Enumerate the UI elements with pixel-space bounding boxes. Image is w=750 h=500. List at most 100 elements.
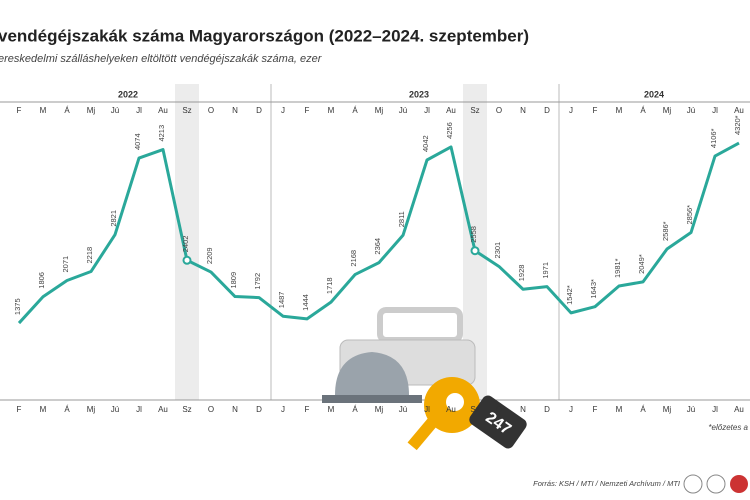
data-label: 4042 — [421, 135, 430, 152]
x-tick-label: Mj — [375, 106, 384, 115]
illustration: 247 — [322, 307, 748, 494]
x-tick-label: N — [520, 405, 526, 414]
data-label: 2049* — [637, 254, 646, 274]
data-label: 1718 — [325, 277, 334, 294]
x-tick-label: Sz — [182, 106, 191, 115]
x-tick-label: Au — [158, 106, 168, 115]
data-label: 1444 — [301, 294, 310, 311]
x-tick-label: F — [17, 405, 22, 414]
x-tick-label: F — [17, 106, 22, 115]
x-tick-label: Mj — [663, 405, 672, 414]
data-label: 2821 — [109, 210, 118, 227]
x-tick-label: Jl — [424, 106, 430, 115]
x-tick-label: Au — [446, 106, 456, 115]
year-label: 2022 — [118, 89, 138, 99]
x-tick-label: F — [593, 405, 598, 414]
data-label: 1375 — [13, 298, 22, 315]
x-tick-label: Jú — [111, 106, 119, 115]
x-tick-label: Mj — [663, 106, 672, 115]
chart-subtitle: ereskedelmi szálláshelyeken eltöltött ve… — [0, 53, 323, 65]
data-label: 2856* — [685, 205, 694, 225]
x-tick-label: N — [520, 106, 526, 115]
x-tick-label: M — [328, 106, 335, 115]
year-label: 2024 — [644, 89, 664, 99]
x-tick-label: O — [208, 405, 214, 414]
x-tick-label: M — [328, 405, 335, 414]
x-tick-label: Au — [734, 405, 744, 414]
x-tick-label: N — [232, 405, 238, 414]
x-tick-label: Mj — [87, 405, 96, 414]
x-tick-label: O — [496, 405, 502, 414]
data-label: 4106* — [709, 128, 718, 148]
x-tick-label: N — [232, 106, 238, 115]
data-label: 4074 — [133, 133, 142, 150]
data-label: 2168 — [349, 250, 358, 267]
data-label: 4256 — [445, 122, 454, 139]
x-tick-label: D — [544, 106, 550, 115]
data-label: 2402 — [181, 236, 190, 253]
x-tick-label: Jú — [687, 106, 695, 115]
x-tick-label: D — [544, 405, 550, 414]
x-tick-label: Jú — [111, 405, 119, 414]
logo — [683, 474, 703, 494]
data-label: 2071 — [61, 256, 70, 273]
x-tick-label: M — [616, 106, 623, 115]
data-label: 1487 — [277, 292, 286, 309]
x-tick-label: Jú — [399, 405, 407, 414]
data-label: 2558 — [469, 226, 478, 243]
source: Forrás: KSH / MTI / Nemzeti Archívum / M… — [533, 479, 680, 488]
x-tick-label: F — [305, 106, 310, 115]
data-label: 1792 — [253, 273, 262, 290]
data-label: 1981* — [613, 258, 622, 278]
data-point — [470, 246, 480, 256]
x-tick-label: Á — [640, 106, 646, 115]
logo — [730, 475, 748, 493]
data-label: 1809 — [229, 272, 238, 289]
x-tick-label: Au — [734, 106, 744, 115]
x-tick-label: Sz — [182, 405, 191, 414]
bed — [377, 307, 463, 343]
data-label: 1643* — [589, 279, 598, 299]
x-tick-label: F — [305, 405, 310, 414]
data-label: 2586* — [661, 221, 670, 241]
data-label: 4213 — [157, 125, 166, 142]
data-line — [17, 141, 740, 325]
data-label: 2209 — [205, 247, 214, 264]
x-tick-label: Mj — [375, 405, 384, 414]
x-tick-label: O — [208, 106, 214, 115]
x-tick-label: Á — [64, 405, 70, 414]
x-tick-label: J — [569, 106, 573, 115]
data-label: 2301 — [493, 242, 502, 259]
data-label: 2811 — [397, 211, 406, 227]
chart-title: vendégéjszakák száma Magyarországon (202… — [0, 26, 529, 45]
x-tick-label: Au — [158, 405, 168, 414]
x-tick-label: Jl — [712, 405, 718, 414]
x-tick-label: Jl — [712, 106, 718, 115]
x-tick-label: Mj — [87, 106, 96, 115]
x-tick-label: J — [281, 106, 285, 115]
x-tick-label: Jl — [136, 405, 142, 414]
x-tick-label: Sz — [470, 405, 479, 414]
x-tick-label: Sz — [470, 106, 479, 115]
data-label: 1928 — [517, 265, 526, 282]
bell — [335, 352, 409, 395]
key-hole — [446, 393, 464, 411]
key-blade — [407, 411, 443, 451]
x-tick-label: Á — [64, 106, 70, 115]
x-tick-label: O — [496, 106, 502, 115]
x-tick-label: D — [256, 106, 262, 115]
data-label: 1806 — [37, 272, 46, 289]
x-tick-label: Jú — [687, 405, 695, 414]
data-label: 1542* — [565, 285, 574, 305]
x-tick-label: F — [593, 106, 598, 115]
data-label: 2218 — [85, 247, 94, 264]
x-tick-label: Jl — [424, 405, 430, 414]
data-label: 1971 — [541, 262, 550, 279]
bell-base — [322, 395, 422, 403]
x-tick-label: M — [616, 405, 623, 414]
data-point — [182, 255, 192, 265]
tag — [469, 395, 527, 449]
x-tick-label: Á — [640, 405, 646, 414]
month-highlight — [175, 84, 199, 400]
